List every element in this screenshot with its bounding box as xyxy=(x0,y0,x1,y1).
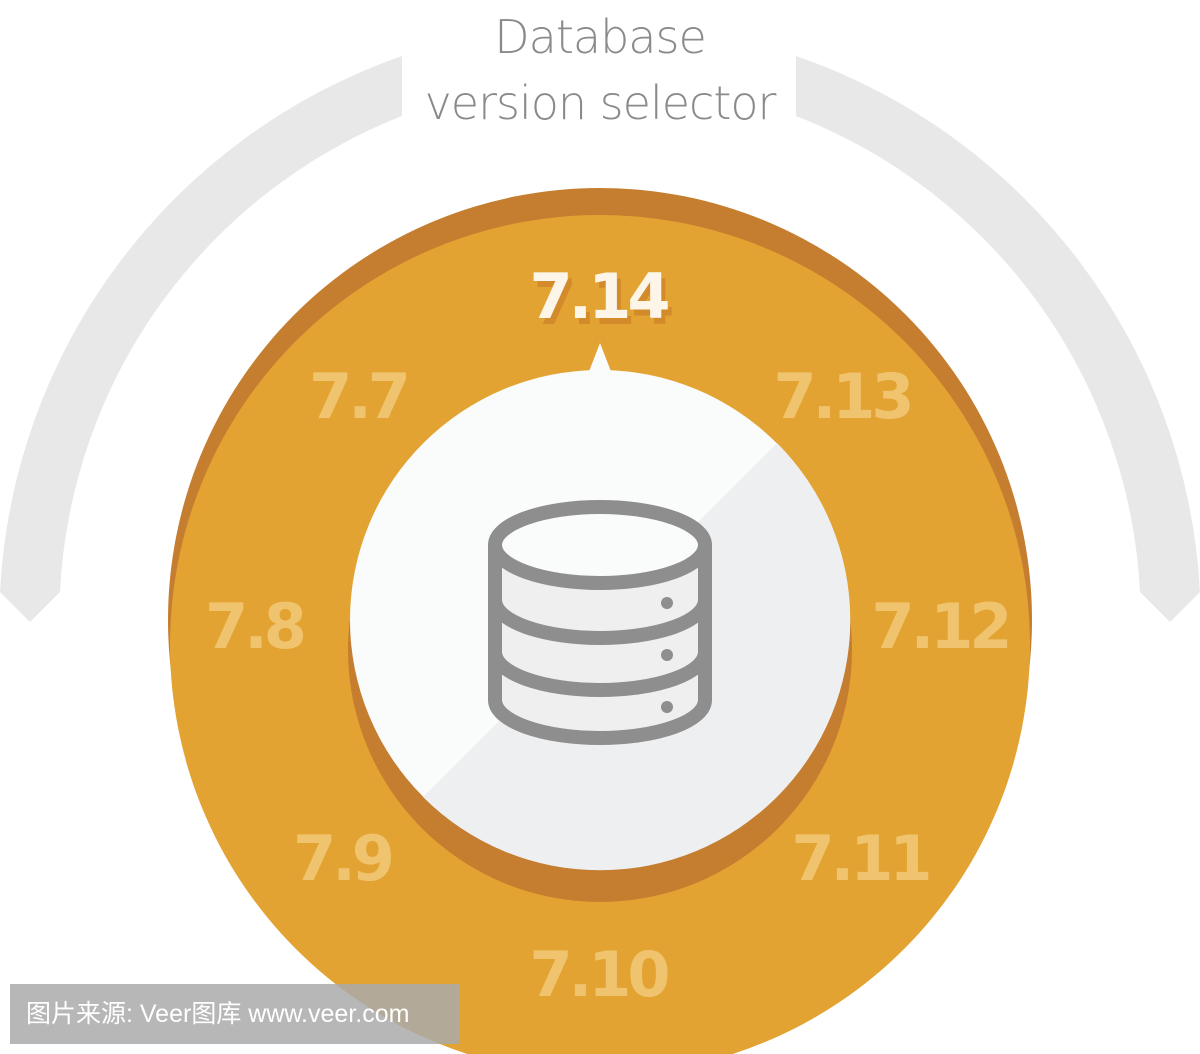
version-option[interactable]: 7.10 xyxy=(530,938,673,1011)
title-line-1: Database xyxy=(494,10,707,64)
version-option[interactable]: 7.12 xyxy=(872,590,1013,663)
version-option[interactable]: 7.11 xyxy=(792,822,933,895)
version-option[interactable]: 7.13 xyxy=(774,360,915,433)
version-option[interactable]: 7.9 xyxy=(293,822,396,895)
left-arc-arrow xyxy=(0,56,402,622)
title-line-2: version selector xyxy=(424,76,777,130)
right-arc-arrow xyxy=(796,56,1200,622)
watermark: 图片来源: Veer图库 www.veer.com xyxy=(10,984,460,1044)
pointer[interactable] xyxy=(588,343,612,374)
selected-version[interactable]: 7.14 xyxy=(530,260,673,333)
database-icon xyxy=(488,500,712,745)
version-option[interactable]: 7.8 xyxy=(205,590,308,663)
version-option[interactable]: 7.7 xyxy=(309,360,411,433)
